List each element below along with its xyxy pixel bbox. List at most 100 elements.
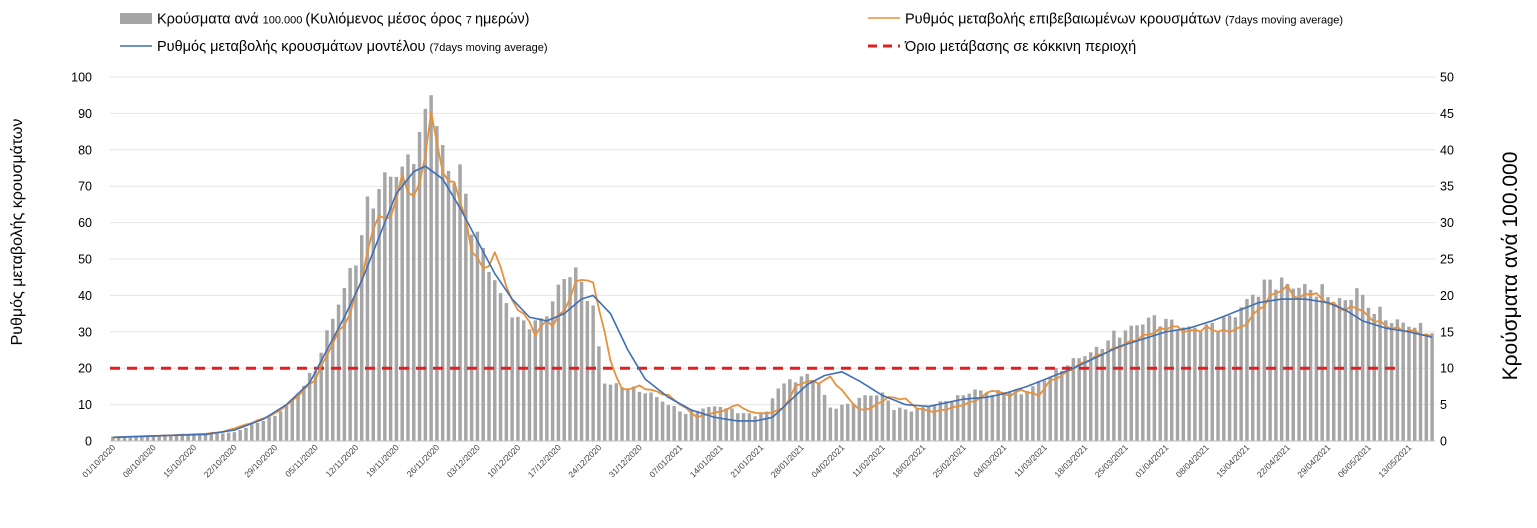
bar	[469, 234, 474, 441]
bar	[753, 416, 757, 441]
bar	[1007, 391, 1012, 441]
x-tick-label: 14/01/2021	[688, 442, 725, 479]
bar	[944, 401, 948, 441]
x-tick-label: 22/10/2020	[202, 442, 239, 479]
x-tick-label: 29/04/2021	[1295, 442, 1332, 479]
bar	[1430, 333, 1434, 441]
bar	[1343, 300, 1348, 441]
bar	[1366, 307, 1371, 441]
bar	[1077, 358, 1081, 441]
bar	[1395, 319, 1400, 441]
bar	[851, 403, 856, 441]
bar	[1146, 317, 1151, 441]
bar	[857, 397, 862, 441]
bar	[435, 126, 439, 442]
bar	[741, 413, 746, 441]
bar	[1360, 294, 1365, 441]
lines-series	[112, 111, 1433, 439]
bar	[921, 407, 925, 441]
bar	[926, 406, 931, 441]
legend-swatch-bars	[120, 13, 152, 24]
y-tick-right-label: 15	[1440, 325, 1454, 339]
bar	[822, 394, 827, 441]
y-tick-left-label: 10	[78, 398, 92, 412]
bar	[481, 247, 485, 441]
bar	[440, 144, 445, 442]
bar	[325, 330, 329, 441]
bar	[1060, 370, 1064, 441]
x-tick-label: 11/03/2021	[1012, 442, 1049, 479]
x-tick-label: 08/10/2020	[121, 442, 158, 479]
bar	[336, 304, 341, 441]
bar	[510, 317, 514, 441]
bar	[591, 305, 595, 441]
bar	[145, 436, 150, 441]
bar	[1279, 277, 1284, 441]
bar	[169, 435, 173, 441]
bar	[1285, 283, 1290, 441]
bar	[712, 406, 717, 441]
bar	[458, 164, 462, 442]
bar	[707, 406, 711, 441]
bar	[319, 352, 323, 441]
bar	[1054, 368, 1058, 441]
bar	[1019, 394, 1024, 441]
bar	[406, 154, 410, 441]
bar	[1123, 330, 1128, 441]
bar	[799, 376, 804, 441]
bar	[608, 384, 613, 441]
bar	[1031, 386, 1035, 441]
x-tick-label: 26/11/2020	[405, 442, 442, 479]
bar	[1210, 322, 1214, 441]
bar	[302, 385, 306, 441]
bar	[1222, 317, 1226, 441]
x-tick-label: 22/04/2021	[1255, 442, 1292, 479]
y-tick-right-label: 10	[1440, 362, 1454, 376]
bar	[1025, 390, 1029, 441]
bar	[429, 95, 433, 441]
bar	[655, 397, 659, 441]
bar	[122, 436, 127, 441]
bar	[1297, 287, 1301, 441]
x-tick-label: 03/12/2020	[445, 442, 482, 479]
bar	[747, 413, 752, 441]
x-tick-label: 25/02/2021	[931, 442, 968, 479]
bar	[1216, 330, 1220, 441]
model-line	[112, 165, 1433, 439]
y-ticks-right: 0 5 10 15 20 25 30 35 40 45 50	[1440, 71, 1454, 449]
bar	[649, 392, 653, 441]
bar	[1233, 317, 1238, 441]
bar	[950, 400, 954, 441]
bar	[1389, 323, 1394, 441]
bar	[597, 346, 601, 441]
bar	[562, 279, 566, 441]
bar	[631, 386, 636, 441]
bar	[215, 433, 219, 441]
bar	[1268, 279, 1272, 441]
y-tick-right-label: 5	[1440, 398, 1447, 412]
y-tick-left-label: 80	[78, 143, 92, 157]
bar	[539, 318, 543, 441]
bar	[701, 408, 705, 441]
x-tick-label: 06/05/2021	[1336, 442, 1373, 479]
y-tick-left-label: 70	[78, 180, 92, 194]
bar	[979, 390, 983, 441]
bar	[244, 427, 248, 441]
bar	[296, 393, 300, 441]
bar	[1314, 296, 1319, 441]
bar	[151, 435, 156, 441]
bar	[307, 372, 312, 441]
x-tick-label: 18/03/2021	[1052, 442, 1089, 479]
x-tick-label: 05/11/2020	[283, 442, 320, 479]
y-tick-right-label: 30	[1440, 216, 1454, 230]
bar	[1129, 325, 1133, 441]
bar	[261, 421, 266, 441]
bar	[556, 284, 561, 441]
y-tick-left-label: 30	[78, 325, 92, 339]
bar	[886, 400, 890, 441]
x-tick-label: 10/12/2020	[485, 442, 522, 479]
bar	[267, 416, 271, 441]
bar	[1071, 358, 1076, 441]
bar	[672, 406, 676, 441]
bar	[840, 404, 844, 441]
